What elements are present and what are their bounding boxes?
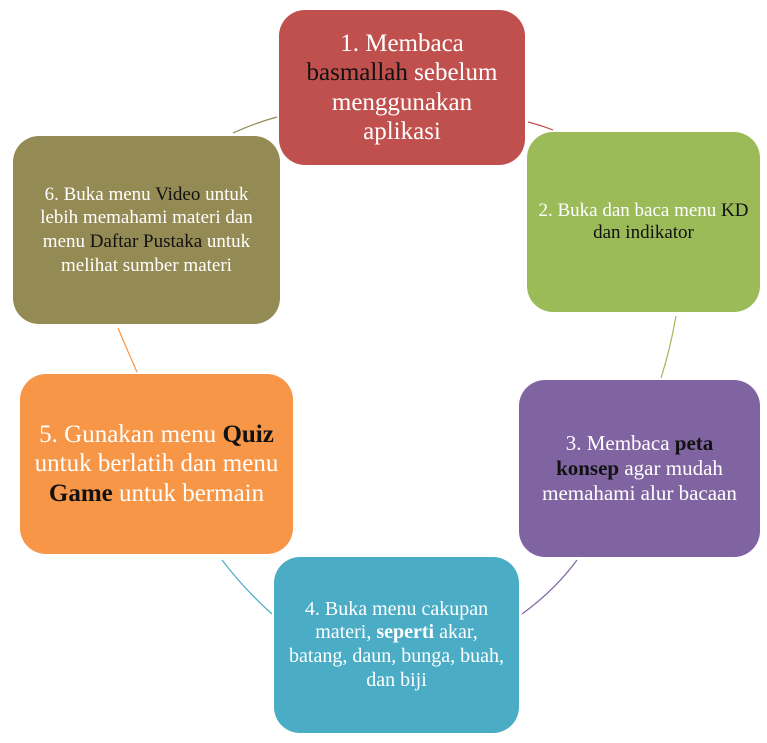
step-3-text-part: agar mudah memahami alur bacaan [542,456,737,505]
step-6-box: 6. Buka menu Video untuk lebih memahami … [13,136,280,324]
step-2-text-part: 2. Buka dan baca menu [538,199,722,221]
connector-5-6 [117,327,138,373]
step-2-text: 2. Buka dan baca menu KD dan indikator [537,200,750,245]
step-5-text: 5. Gunakan menu Quiz untuk berlatih dan … [34,420,279,509]
step-6-text-part: untuk melihat sumber materi [61,231,251,276]
step-6-keyword-video: Video [155,183,201,205]
step-6-text-part: untuk lebih memahami materi dan menu [40,183,253,253]
connector-4-5 [221,559,273,615]
connector-6-1 [232,116,278,134]
step-3-text: 3. Membaca peta konsep agar mudah memaha… [533,431,746,505]
step-6-text: 6. Buka menu Video untuk lebih memahami … [27,183,266,278]
step-1-keyword-basmallah: basmallah [306,59,408,86]
step-5-keyword-game: Game [48,479,113,507]
connector-2-3 [660,315,677,379]
step-3-box: 3. Membaca peta konsep agar mudah memaha… [519,380,760,557]
connector-1-2 [527,121,554,131]
step-1-text-part: 1. Membaca [340,29,464,57]
step-6-keyword-daftar-pustaka: Daftar Pustaka [89,231,203,252]
step-5-keyword-quiz: Quiz [222,420,274,448]
step-4-box: 4. Buka menu cakupan materi, seperti aka… [274,557,519,733]
step-6-text-part: 6. Buka menu [44,183,156,205]
step-4-text-part: 4. Buka menu cakupan materi, [304,597,489,644]
step-1-box: 1. Membaca basmallah sebelum menggunakan… [279,10,525,165]
step-1-text-part: sebelum menggunakan aplikasi [331,59,498,145]
step-5-text-part: untuk berlatih dan menu [34,450,279,478]
connector-3-4 [521,559,578,615]
step-5-text-part: 5. Gunakan menu [39,420,223,448]
step-4-keyword-seperti: seperti [376,621,435,644]
step-2-keyword-kd: KD dan indikator [593,199,749,243]
step-3-keyword-peta-konsep: peta konsep [556,431,714,481]
step-5-box: 5. Gunakan menu Quiz untuk berlatih dan … [20,374,293,554]
step-5-text-part: untuk bermain [112,479,265,507]
step-1-text: 1. Membaca basmallah sebelum menggunakan… [293,29,511,147]
step-4-text-part: akar, batang, daun, bunga, buah, dan bij… [289,621,504,691]
step-4-text: 4. Buka menu cakupan materi, seperti aka… [288,598,505,692]
step-3-text-part: 3. Membaca [565,431,675,456]
step-2-box: 2. Buka dan baca menu KD dan indikator [527,132,760,312]
